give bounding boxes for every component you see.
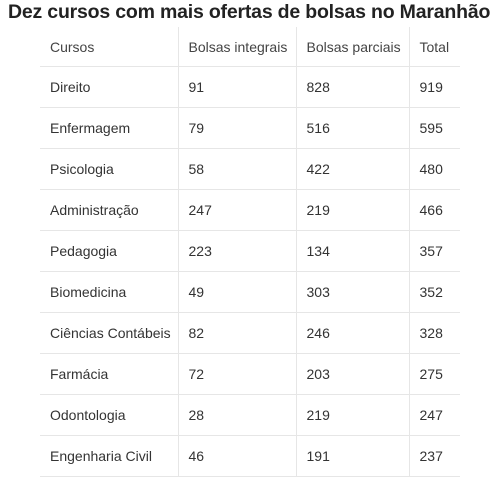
table-row: Psicologia 58 422 480 [40,148,460,190]
cell-bolsas-integrais: 28 [177,394,296,436]
cell-curso: Odontologia [40,394,178,436]
cell-total: 328 [408,312,460,354]
cell-curso: Enfermagem [40,107,178,149]
cell-bolsas-parciais: 191 [295,435,409,477]
cell-bolsas-parciais: 303 [295,271,409,313]
table-row: Enfermagem 79 516 595 [40,107,460,149]
cell-total: 466 [408,189,460,231]
cell-bolsas-integrais: 72 [177,353,296,395]
cell-bolsas-integrais: 58 [177,148,296,190]
cell-curso: Biomedicina [40,271,178,313]
cell-curso: Direito [40,66,178,108]
cell-bolsas-integrais: 79 [177,107,296,149]
cell-total: 237 [408,435,460,477]
table-row: Farmácia 72 203 275 [40,353,460,395]
cell-curso: Pedagogia [40,230,178,272]
table-row: Engenharia Civil 46 191 237 [40,435,460,477]
cell-bolsas-integrais: 46 [177,435,296,477]
header-bolsas-integrais: Bolsas integrais [177,27,296,67]
header-cursos: Cursos [40,27,178,67]
table-row: Biomedicina 49 303 352 [40,271,460,313]
header-bolsas-parciais: Bolsas parciais [295,27,409,67]
cell-bolsas-parciais: 246 [295,312,409,354]
table-header-row: Cursos Bolsas integrais Bolsas parciais … [40,27,460,67]
cell-total: 352 [408,271,460,313]
cell-curso: Engenharia Civil [40,435,178,477]
cell-total: 480 [408,148,460,190]
cell-curso: Administração [40,189,178,231]
cell-total: 247 [408,394,460,436]
cell-bolsas-integrais: 247 [177,189,296,231]
cell-curso: Farmácia [40,353,178,395]
courses-table: Cursos Bolsas integrais Bolsas parciais … [40,27,460,477]
cell-bolsas-integrais: 91 [177,66,296,108]
cell-curso: Ciências Contábeis [40,312,178,354]
cell-bolsas-integrais: 223 [177,230,296,272]
cell-bolsas-parciais: 134 [295,230,409,272]
cell-bolsas-parciais: 422 [295,148,409,190]
cell-total: 919 [408,66,460,108]
cell-bolsas-integrais: 82 [177,312,296,354]
cell-total: 275 [408,353,460,395]
table-row: Ciências Contábeis 82 246 328 [40,312,460,354]
cell-bolsas-parciais: 219 [295,189,409,231]
cell-total: 595 [408,107,460,149]
table-row: Pedagogia 223 134 357 [40,230,460,272]
table-row: Administração 247 219 466 [40,189,460,231]
header-total: Total [408,27,460,67]
table-row: Direito 91 828 919 [40,66,460,108]
cell-curso: Psicologia [40,148,178,190]
data-table-container: Cursos Bolsas integrais Bolsas parciais … [40,27,460,477]
cell-bolsas-parciais: 219 [295,394,409,436]
table-row: Odontologia 28 219 247 [40,394,460,436]
cell-bolsas-parciais: 203 [295,353,409,395]
cell-bolsas-parciais: 828 [295,66,409,108]
cell-bolsas-parciais: 516 [295,107,409,149]
page-title: Dez cursos com mais ofertas de bolsas no… [8,1,491,23]
cell-total: 357 [408,230,460,272]
cell-bolsas-integrais: 49 [177,271,296,313]
